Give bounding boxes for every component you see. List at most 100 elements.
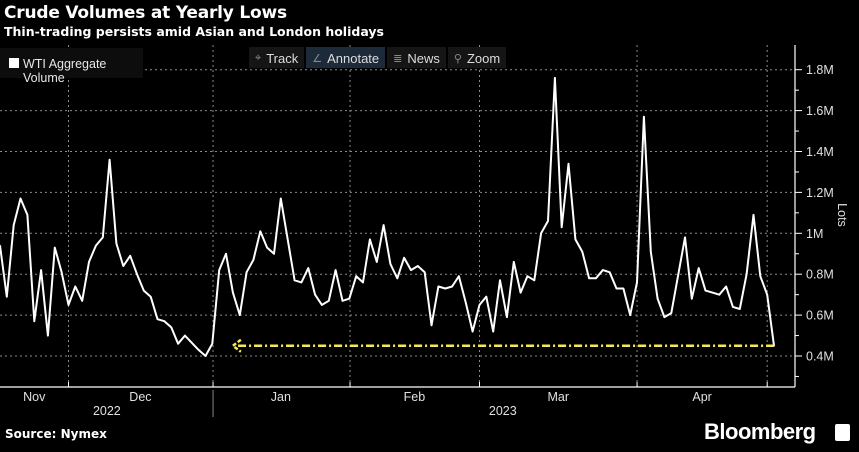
- data-point: [156, 318, 159, 320]
- data-point: [540, 232, 542, 235]
- legend-swatch: [9, 58, 19, 68]
- data-point: [375, 261, 378, 263]
- x-month-label: Nov: [23, 390, 46, 404]
- data-point: [684, 236, 686, 239]
- data-point: [567, 162, 570, 165]
- data-point: [362, 281, 364, 284]
- data-point: [47, 334, 49, 337]
- data-point: [465, 302, 467, 304]
- data-point: [410, 269, 412, 271]
- crosshair-icon: ⌖: [255, 52, 262, 64]
- data-point: [12, 224, 15, 226]
- data-point: [33, 320, 36, 323]
- data-point: [67, 304, 70, 306]
- y-tick-label: 1M: [806, 227, 823, 241]
- data-point: [560, 226, 563, 228]
- data-point: [691, 297, 693, 300]
- chart-subtitle: Thin-trading persists amid Asian and Lon…: [4, 24, 384, 39]
- data-point: [759, 275, 762, 278]
- legend[interactable]: WTI Aggregate Volume: [0, 48, 143, 85]
- data-point: [170, 326, 173, 329]
- y-tick-label: 0.8M: [806, 268, 834, 282]
- data-point: [54, 246, 56, 249]
- series-line-wti-aggregate-volume: [0, 76, 775, 357]
- data-point: [396, 277, 399, 280]
- data-point: [286, 238, 289, 241]
- data-point: [471, 330, 474, 333]
- data-point: [348, 297, 351, 300]
- data-point: [670, 312, 673, 314]
- x-month-label: Mar: [548, 390, 570, 404]
- data-point: [485, 295, 488, 298]
- y-tick-label: 1.2M: [806, 186, 834, 200]
- data-point: [739, 308, 741, 310]
- data-point: [232, 291, 234, 294]
- data-point: [512, 261, 515, 263]
- bloomberg-chart-icon: [835, 424, 850, 441]
- data-point: [595, 277, 597, 280]
- data-point: [389, 263, 392, 265]
- news-button[interactable]: ≣ News: [387, 47, 446, 68]
- data-point: [101, 236, 104, 239]
- data-point: [218, 269, 220, 271]
- data-point: [40, 269, 42, 271]
- data-point: [26, 214, 29, 216]
- x-year-label: 2022: [93, 404, 121, 418]
- x-month-label: Apr: [692, 390, 711, 404]
- data-point: [478, 304, 481, 306]
- data-point: [663, 316, 666, 318]
- track-label: Track: [266, 51, 299, 66]
- data-point: [225, 252, 227, 255]
- data-point: [547, 220, 549, 222]
- data-point: [266, 246, 268, 249]
- data-point: [602, 269, 604, 271]
- data-point: [711, 291, 714, 294]
- data-point: [417, 265, 419, 267]
- list-icon: ≣: [393, 53, 403, 65]
- y-tick-label: 1.8M: [806, 63, 834, 77]
- data-point: [622, 287, 625, 290]
- data-point: [574, 238, 577, 241]
- data-point: [273, 252, 275, 255]
- annotate-button[interactable]: ∠ Annotate: [306, 47, 386, 68]
- data-point: [122, 265, 125, 267]
- magnifier-icon: ⚲: [453, 53, 462, 65]
- data-point: [369, 238, 371, 241]
- data-point: [129, 254, 131, 257]
- data-point: [519, 291, 522, 294]
- annotate-label: Annotate: [327, 51, 380, 66]
- x-month-label: Feb: [404, 390, 426, 404]
- data-point: [259, 230, 262, 233]
- data-point: [300, 281, 303, 284]
- data-point: [238, 314, 241, 316]
- data-point: [211, 342, 214, 345]
- zoom-button[interactable]: ⚲ Zoom: [447, 47, 507, 68]
- data-point: [143, 289, 145, 292]
- data-point: [704, 289, 707, 292]
- x-month-label: Jan: [271, 390, 291, 404]
- data-point: [506, 316, 508, 318]
- data-point: [423, 271, 426, 273]
- track-button[interactable]: ⌖ Track: [249, 47, 305, 68]
- data-point: [355, 275, 358, 278]
- x-month-label: Dec: [129, 390, 151, 404]
- data-point: [745, 273, 748, 276]
- chart-title: Crude Volumes at Yearly Lows: [4, 3, 287, 23]
- data-point: [697, 267, 700, 269]
- data-point: [74, 285, 77, 288]
- data-point: [533, 279, 536, 282]
- data-point: [328, 299, 330, 302]
- data-point: [444, 287, 447, 290]
- y-axis-label: Lots: [835, 203, 849, 227]
- data-point: [307, 267, 310, 269]
- data-point: [382, 224, 385, 226]
- y-tick-label: 0.4M: [806, 350, 834, 364]
- data-point: [643, 115, 645, 118]
- data-point: [0, 244, 1, 247]
- data-point: [252, 259, 255, 261]
- data-point: [6, 295, 8, 298]
- data-point: [492, 330, 495, 333]
- data-point: [581, 250, 584, 253]
- data-point: [732, 306, 734, 308]
